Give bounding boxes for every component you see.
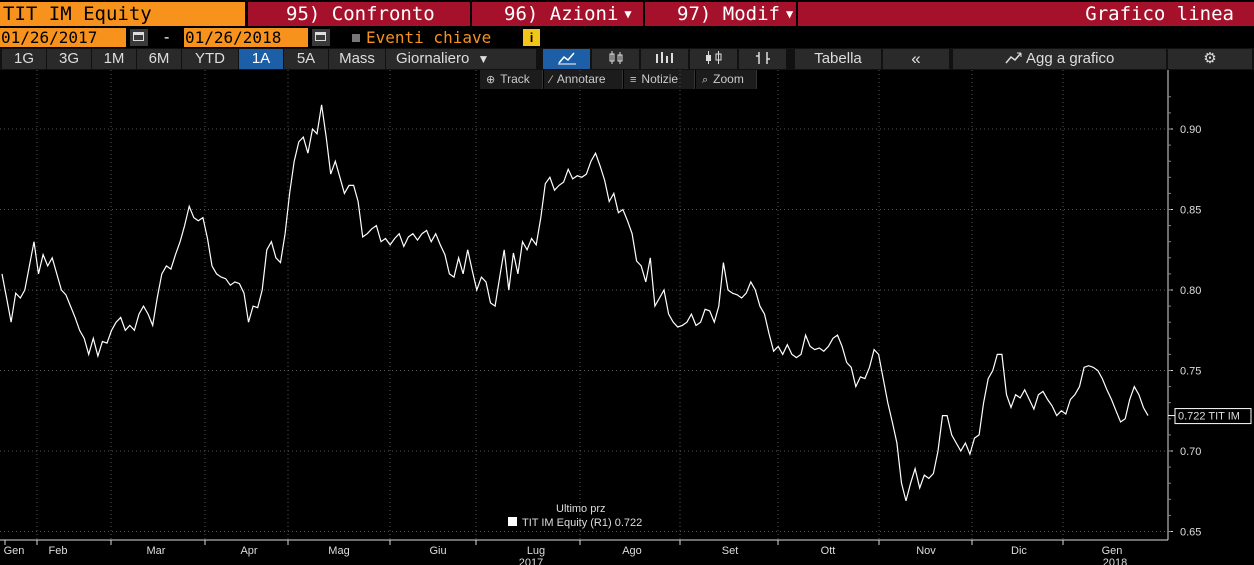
compare-button[interactable]: 95) Confronto [248, 2, 470, 26]
x-tick-label: Set [722, 545, 739, 557]
period-1a-button[interactable]: 1A [239, 49, 283, 69]
y-tick-label: 0.70 [1180, 446, 1201, 458]
actions-menu[interactable]: 96) Azioni ▼ [472, 2, 643, 26]
period-ytd-button[interactable]: YTD [182, 49, 238, 69]
actions-label: 96) Azioni [504, 3, 619, 25]
x-tick-label: Gen [1102, 545, 1123, 557]
x-tick-label: Mag [328, 545, 349, 557]
news-label: Notizie [641, 72, 679, 86]
modify-label: 97) Modif [677, 3, 780, 25]
calendar-icon[interactable] [312, 29, 330, 46]
chart-grid [0, 70, 1168, 540]
table-button[interactable]: Tabella [795, 49, 881, 69]
period-3g-button[interactable]: 3G [47, 49, 91, 69]
annotate-button[interactable]: ∕ Annotare [544, 70, 623, 89]
price-series-line [1, 104, 1149, 502]
graph-type-title: Grafico linea [798, 2, 1254, 26]
collapse-toolbar-button[interactable]: « [883, 49, 949, 69]
y-tick-label: 0.75 [1180, 366, 1201, 378]
news-button[interactable]: ≡ Notizie [624, 70, 695, 89]
zoom-button[interactable]: ⌕ Zoom [696, 70, 757, 89]
security-ticker-field[interactable]: TIT IM Equity [0, 2, 245, 26]
magnifier-icon: ⌕ [702, 74, 709, 86]
add-to-chart-label: Agg a grafico [1025, 50, 1115, 67]
y-tick-label: 0.90 [1180, 124, 1201, 136]
y-tick-label: 0.85 [1180, 205, 1201, 217]
period-5a-button[interactable]: 5A [284, 49, 328, 69]
frequency-label: Giornaliero [396, 50, 470, 67]
y-tick-label: 0.65 [1180, 527, 1201, 539]
pencil-icon: ∕ [550, 74, 552, 86]
chart-legend: Ultimo prz TIT IM Equity (R1) 0.722 [508, 503, 642, 529]
dropdown-caret-icon: ▼ [477, 52, 490, 66]
bar-chart-icon[interactable] [641, 49, 688, 69]
y-axis: 0.90 0.85 0.80 0.75 0.70 0.65 [1168, 96, 1201, 539]
chevron-down-icon: ▼ [785, 7, 794, 21]
legend-entry: TIT IM Equity (R1) 0.722 [522, 517, 642, 529]
start-date-input[interactable]: 01/26/2017 [0, 28, 126, 47]
function-bar: TIT IM Equity 95) Confronto 96) Azioni ▼ … [0, 0, 1254, 27]
line-chart-icon[interactable] [543, 49, 590, 69]
x-year-label: 2017 [519, 557, 543, 565]
events-label: Eventi chiave [366, 28, 492, 47]
hilo-icon[interactable] [739, 49, 786, 69]
x-tick-label: Nov [916, 545, 936, 557]
annotate-label: Annotare [556, 72, 606, 86]
add-to-chart-button[interactable]: Agg a grafico [953, 49, 1166, 69]
add-chart-icon [1005, 52, 1022, 64]
chart-toolbar: 1G 3G 1M 6M YTD 1A 5A Mass Giornaliero ▼… [0, 48, 1254, 70]
zoom-label: Zoom [713, 72, 744, 86]
last-price-label: 0.722 TIT IM [1178, 411, 1240, 423]
price-line-chart[interactable]: 0.90 0.85 0.80 0.75 0.70 0.65 Gen Feb Mar Apr Mag… [0, 70, 1254, 565]
x-axis: Gen Feb Mar Apr Mag Giu Lug Ago Set Ott Nov Dic Gen2… [4, 540, 1127, 565]
x-tick-label: Dic [1011, 545, 1027, 557]
period-max-button[interactable]: Mass [329, 49, 385, 69]
track-button[interactable]: ⊕ Track [480, 70, 543, 89]
end-date-input[interactable]: 01/26/2018 [184, 28, 308, 47]
x-tick-label: Apr [240, 545, 257, 557]
crosshair-icon: ⊕ [486, 74, 496, 86]
last-price-tag: 0.722 TIT IM [1168, 408, 1252, 425]
info-icon[interactable]: i [523, 29, 540, 46]
x-tick-label: Lug [527, 545, 545, 557]
x-tick-label: Ott [821, 545, 836, 557]
candle-icon[interactable] [690, 49, 737, 69]
period-1g-button[interactable]: 1G [2, 49, 46, 69]
modify-menu[interactable]: 97) Modif ▼ [645, 2, 796, 26]
events-checkbox[interactable] [352, 34, 360, 42]
settings-gear-icon[interactable]: ⚙ [1168, 49, 1252, 69]
x-tick-label: Gen [4, 545, 25, 557]
chevron-down-icon: ▼ [624, 7, 632, 21]
date-range-bar: 01/26/2017 - 01/26/2018 Eventi chiave i [0, 27, 1254, 48]
ohlc-icon[interactable] [592, 49, 639, 69]
calendar-icon[interactable] [130, 29, 148, 46]
legend-title: Ultimo prz [556, 503, 606, 515]
news-icon: ≡ [630, 74, 637, 86]
x-tick-label: Mar [147, 545, 166, 557]
date-separator: - [164, 29, 170, 46]
y-tick-label: 0.80 [1180, 285, 1201, 297]
period-1m-button[interactable]: 1M [92, 49, 136, 69]
track-label: Track [500, 72, 530, 86]
x-tick-label: Ago [622, 545, 642, 557]
period-6m-button[interactable]: 6M [137, 49, 181, 69]
x-year-label: 2018 [1103, 557, 1127, 565]
frequency-dropdown[interactable]: Giornaliero ▼ [386, 49, 536, 69]
x-tick-label: Giu [429, 545, 446, 557]
x-tick-label: Feb [49, 545, 68, 557]
legend-swatch [508, 517, 517, 526]
